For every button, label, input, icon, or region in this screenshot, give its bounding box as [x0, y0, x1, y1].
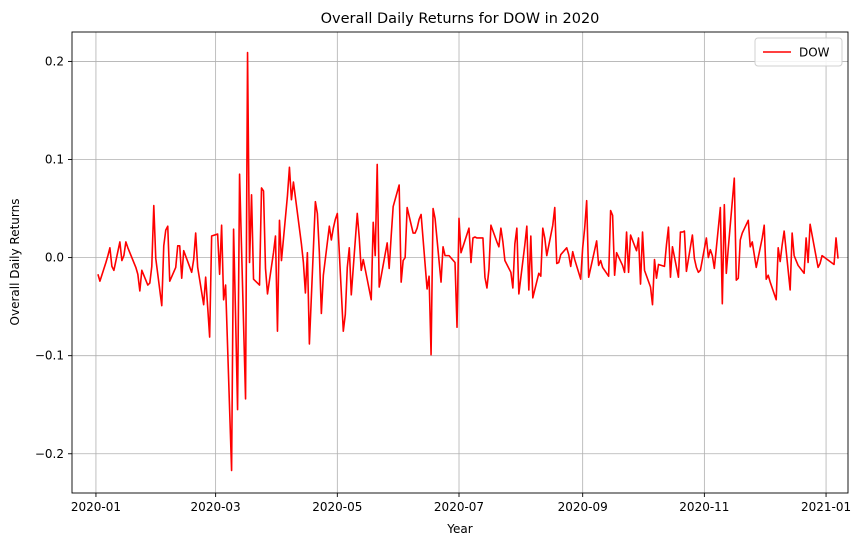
y-axis: −0.2 −0.1 0.0 0.1 0.2 — [35, 54, 72, 461]
grid — [72, 32, 848, 493]
plot-frame — [71, 31, 849, 494]
x-tick-label: 2020-03 — [191, 500, 241, 514]
y-axis-label: Overall Daily Returns — [8, 199, 22, 326]
legend: DOW — [754, 37, 843, 67]
y-tick-label: −0.1 — [35, 349, 64, 363]
x-tick-label: 2021-01 — [801, 500, 851, 514]
x-tick-label: 2020-05 — [312, 500, 362, 514]
x-tick-label: 2020-07 — [434, 500, 484, 514]
legend-label-dow: DOW — [799, 46, 830, 60]
x-tick-label: 2020-09 — [558, 500, 608, 514]
x-axis-label: Year — [446, 522, 472, 536]
y-tick-label: 0.1 — [45, 153, 64, 167]
legend-box — [754, 37, 843, 67]
y-tick-label: −0.2 — [35, 447, 64, 461]
series-line-dow — [97, 51, 839, 472]
x-axis: 2020-01 2020-03 2020-05 2020-07 2020-09 2020-… — [71, 493, 851, 514]
y-tick-label: 0.2 — [45, 54, 64, 68]
y-tick-label: 0.0 — [45, 251, 64, 265]
x-tick-label: 2020-11 — [679, 500, 729, 514]
chart-title: Overall Daily Returns for DOW in 2020 — [321, 11, 600, 27]
x-tick-label: 2020-01 — [71, 500, 121, 514]
